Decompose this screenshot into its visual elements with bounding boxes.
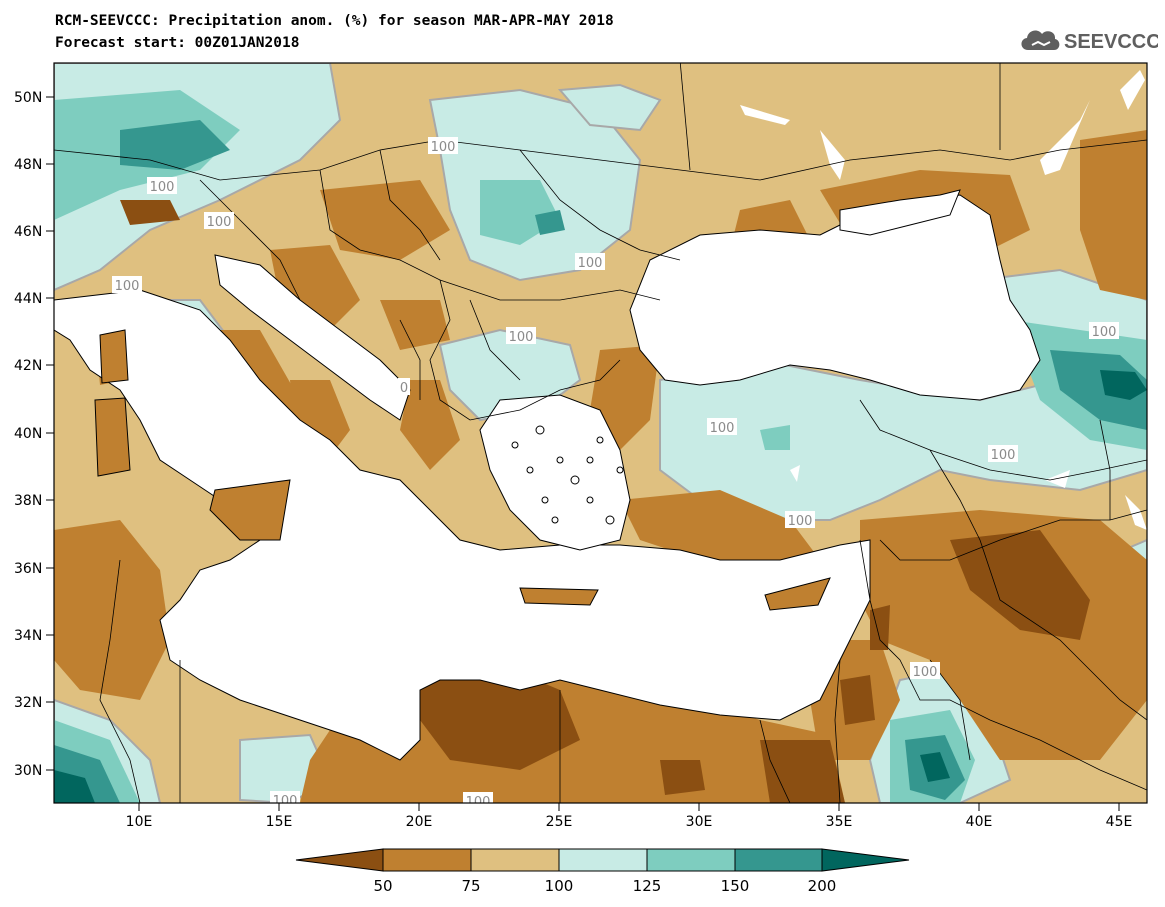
colorbar-segment — [470, 848, 560, 872]
contour-label: 100 — [788, 514, 813, 529]
colorbar-label: 100 — [545, 877, 574, 895]
lon-label: 25E — [546, 814, 573, 830]
lat-label: 30N — [14, 763, 42, 779]
title-line-1: RCM-SEEVCCC: Precipitation anom. (%) for… — [55, 13, 614, 29]
seas — [54, 189, 1041, 761]
contour-label: 100 — [578, 256, 603, 271]
lon-label: 15E — [266, 814, 293, 830]
lat-label: 46N — [14, 224, 42, 240]
colorbar-label: 150 — [721, 877, 750, 895]
contour-label: 100 — [1092, 325, 1117, 340]
contour-label: 100 — [150, 180, 175, 195]
colorbar-segment — [646, 848, 736, 872]
lat-label: 44N — [14, 291, 42, 307]
colorbar-segment — [382, 848, 472, 872]
colorbar-label: 50 — [373, 877, 392, 895]
lakes — [740, 70, 1147, 530]
map-area: 100 100 100 100 100 100 100 100 100 100 … — [54, 63, 1147, 810]
colorbar-label: 200 — [808, 877, 837, 895]
lat-label: 40N — [14, 426, 42, 442]
colorbar-segment — [821, 848, 910, 872]
contour-label: 100 — [207, 215, 232, 230]
colorbar-label: 75 — [461, 877, 480, 895]
contour-label: 100 — [991, 448, 1016, 463]
colorbar-label: 125 — [633, 877, 662, 895]
seevccc-logo: SEEVCCC — [1018, 22, 1161, 56]
contour-labels: 100 100 100 100 100 100 100 100 100 100 … — [112, 137, 1119, 810]
contour-label: 100 — [509, 330, 534, 345]
lat-axis: 50N 48N 46N 44N 42N 40N 38N 36N 34N 32N … — [14, 90, 54, 779]
colorbar-segment — [558, 848, 648, 872]
colorbar: 50 75 100 125 150 200 — [295, 848, 910, 895]
lon-axis: 10E 15E 20E 25E 30E 35E 40E 45E — [126, 803, 1133, 830]
lon-label: 35E — [826, 814, 853, 830]
lat-label: 50N — [14, 90, 42, 106]
contour-label: 100 — [115, 279, 140, 294]
cloud-icon: SEEVCCC — [1021, 30, 1161, 53]
lon-label: 10E — [126, 814, 153, 830]
lat-label: 38N — [14, 493, 42, 509]
lon-label: 20E — [406, 814, 433, 830]
contour-label: 100 — [466, 795, 491, 810]
lon-label: 45E — [1106, 814, 1133, 830]
lat-label: 48N — [14, 157, 42, 173]
very-dry-regions — [120, 200, 1090, 803]
lon-label: 30E — [686, 814, 713, 830]
aegean-islands — [511, 425, 624, 525]
lat-label: 34N — [14, 628, 42, 644]
title-line-2: Forecast start: 00Z01JAN2018 — [55, 35, 300, 51]
colorbar-segment — [295, 848, 384, 872]
contour-label: 100 — [710, 421, 735, 436]
lat-label: 36N — [14, 561, 42, 577]
logo-text: SEEVCCC — [1064, 31, 1158, 53]
lon-label: 40E — [966, 814, 993, 830]
contour-label: 100 — [431, 140, 456, 155]
extreme-wet-regions — [54, 370, 1147, 803]
colorbar-segment — [734, 848, 823, 872]
contour-label-partial: 0 — [400, 381, 408, 396]
lat-label: 32N — [14, 695, 42, 711]
lat-label: 42N — [14, 358, 42, 374]
wettest-regions — [54, 120, 1147, 803]
islands — [94, 329, 831, 611]
contour-label: 100 — [273, 794, 298, 809]
contour-label: 100 — [913, 665, 938, 680]
